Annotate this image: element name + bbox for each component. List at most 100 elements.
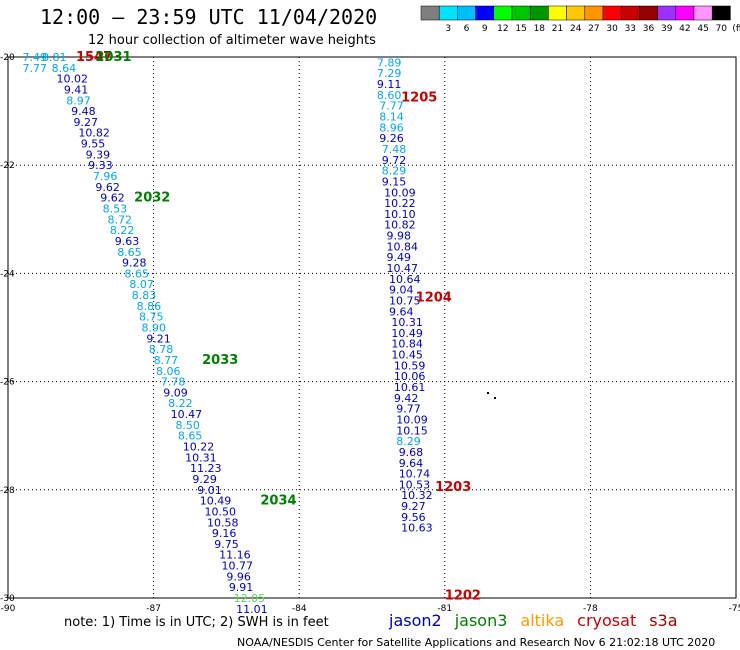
- wave-height-value: 8.97: [66, 94, 91, 107]
- wave-height-value: 8.75: [139, 311, 164, 324]
- colorbar-swatch: [693, 5, 713, 21]
- colorbar-tick-label: 18: [534, 24, 546, 34]
- y-tick-label: -24: [0, 269, 15, 279]
- wave-height-value: 10.84: [391, 338, 423, 351]
- colorbar-swatch: [457, 5, 476, 21]
- wave-height-value: 10.64: [389, 273, 421, 286]
- wave-height-value: 8.06: [156, 365, 181, 378]
- colorbar-tick-label: 36: [643, 24, 655, 34]
- wave-height-value: 9.26: [379, 132, 404, 145]
- wave-height-value: 9.64: [399, 457, 424, 470]
- wave-height-value: 10.49: [200, 495, 232, 508]
- wave-height-value: 9.42: [394, 392, 419, 405]
- colorbar-tick-label: 3: [445, 24, 451, 34]
- wave-height-value: 9.77: [396, 403, 421, 416]
- colorbar-unit: (ft): [732, 24, 740, 34]
- colorbar-swatch: [602, 5, 622, 21]
- colorbar-swatch: [584, 5, 604, 21]
- grid-lines: [8, 57, 736, 598]
- y-tick-label: -20: [0, 53, 15, 63]
- wave-height-value: 9.49: [387, 251, 412, 264]
- wave-height-value: 9.41: [64, 83, 89, 96]
- colorbar-swatch: [475, 5, 495, 21]
- colorbar-tick-label: 30: [606, 24, 618, 34]
- pass-label: 2032: [134, 191, 170, 206]
- y-tick-label: -26: [0, 378, 15, 388]
- wave-height-value: 10.09: [384, 186, 416, 199]
- wave-height-value: 7.49: [23, 51, 47, 64]
- wave-height-value: 8.81: [42, 51, 66, 64]
- wave-height-value: 10.82: [78, 127, 110, 140]
- x-tick-label: -75: [729, 604, 740, 614]
- wave-height-value: 10.10: [384, 208, 416, 221]
- plot-frame: [7, 56, 737, 599]
- wave-height-value: 7.77: [23, 62, 47, 75]
- wave-height-value: 8.90: [141, 322, 166, 335]
- legend-jason2: jason2: [388, 611, 442, 630]
- wave-height-value: 8.07: [129, 278, 154, 291]
- wave-height-value: 7.29: [377, 67, 402, 80]
- x-tick-label: -87: [146, 604, 161, 614]
- wave-height-value: 7.78: [161, 376, 186, 389]
- wave-height-value: 9.29: [192, 473, 217, 486]
- wave-height-value: 9.28: [122, 257, 147, 270]
- wave-height-value: 10.53: [399, 478, 431, 491]
- wave-height-value: 10.59: [394, 359, 426, 372]
- wave-height-value: 10.32: [401, 489, 433, 502]
- colorbar-swatch: [711, 5, 731, 21]
- wave-height-value: 9.16: [212, 527, 237, 540]
- wave-height-value: 10.02: [57, 73, 89, 86]
- colorbar-swatch: [420, 5, 440, 21]
- wave-height-value: 10.58: [207, 516, 239, 529]
- wave-height-value: 10.47: [171, 408, 203, 421]
- wave-height-value: 9.33: [88, 159, 113, 172]
- wave-height-value: 8.65: [117, 246, 142, 259]
- wave-height-value: 10.47: [387, 262, 419, 275]
- wave-height-value: 8.50: [175, 419, 200, 432]
- wave-height-value: 9.62: [95, 181, 120, 194]
- wave-height-value: 11.16: [219, 549, 251, 562]
- wave-height-value: 10.49: [391, 327, 423, 340]
- wave-height-value: 8.64: [52, 62, 77, 75]
- data-points: 7.498.817.77 8.6410.029.418.979.489.2710.…: [23, 51, 433, 616]
- wave-height-value: 8.14: [379, 111, 404, 124]
- colorbar-tick-label: 70: [716, 24, 728, 34]
- wave-height-value: 8.78: [149, 343, 174, 356]
- wave-height-value: 9.62: [100, 192, 125, 205]
- wave-height-value: 9.63: [115, 235, 140, 248]
- wave-height-value: 10.84: [387, 240, 419, 253]
- wave-height-value: 8.72: [107, 213, 132, 226]
- x-tick-label: -90: [1, 604, 16, 614]
- wave-height-value: 8.65: [124, 267, 149, 280]
- wave-height-value: 10.15: [396, 424, 428, 437]
- wave-height-value: 9.11: [377, 78, 402, 91]
- legend-jason3: jason3: [454, 611, 508, 630]
- wave-height-value: 9.91: [229, 581, 254, 594]
- wave-height-value: 8.60: [377, 89, 402, 102]
- pass-label: 2034: [260, 494, 296, 509]
- wave-height-value: 9.72: [382, 154, 407, 167]
- wave-height-value: 8.22: [110, 224, 135, 237]
- wave-height-value: 8.53: [103, 202, 128, 215]
- colorbar-swatch: [511, 5, 531, 21]
- wave-height-value: 8.29: [382, 165, 407, 178]
- chart-title: 12:00 – 23:59 UTC 11/04/2020: [40, 5, 377, 29]
- speck-marker: [494, 397, 496, 399]
- pass-label: 1547: [76, 50, 112, 65]
- colorbar-tick-label: 42: [679, 24, 690, 34]
- pass-label: 1202: [445, 588, 481, 603]
- colorbar-tick-label: 6: [464, 24, 470, 34]
- colorbar-swatch: [657, 5, 677, 21]
- legend-altika: altika: [520, 611, 564, 630]
- wave-height-value: 10.31: [391, 316, 423, 329]
- pass-label: 1205: [401, 91, 437, 106]
- wave-height-value: 9.09: [163, 386, 188, 399]
- y-tick-label: -28: [0, 486, 15, 496]
- colorbar-swatch: [529, 5, 549, 21]
- wave-height-value: 9.04: [389, 284, 414, 297]
- wave-height-value: 12.05: [234, 592, 266, 605]
- wave-height-value: 10.74: [399, 468, 431, 481]
- colorbar-swatch: [620, 5, 640, 21]
